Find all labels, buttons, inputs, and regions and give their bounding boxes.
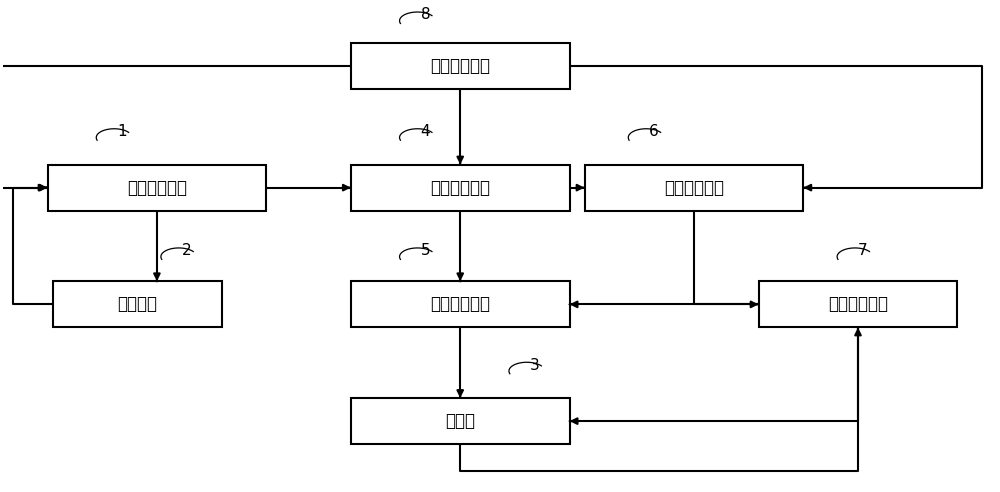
Bar <box>585 164 803 211</box>
Text: 角度计算模块: 角度计算模块 <box>430 57 490 75</box>
Bar <box>351 43 570 89</box>
Text: 路径规划模块: 路径规划模块 <box>828 295 888 313</box>
Text: 5: 5 <box>421 244 430 258</box>
Text: 定时模块: 定时模块 <box>117 295 157 313</box>
Text: 3: 3 <box>530 358 540 372</box>
Text: 趋势预测模块: 趋势预测模块 <box>664 179 724 197</box>
Text: 8: 8 <box>421 7 430 23</box>
Bar <box>53 281 222 328</box>
Text: 7: 7 <box>858 244 868 258</box>
Text: 6: 6 <box>649 124 659 139</box>
Bar <box>351 398 570 444</box>
Text: 4: 4 <box>421 124 430 139</box>
Text: 机器人: 机器人 <box>445 412 475 430</box>
Bar <box>351 164 570 211</box>
Text: 距离计算模块: 距离计算模块 <box>430 295 490 313</box>
Bar <box>351 281 570 328</box>
Text: 图像分析模块: 图像分析模块 <box>430 179 490 197</box>
Text: 图像采集模块: 图像采集模块 <box>127 179 187 197</box>
Text: 2: 2 <box>182 244 192 258</box>
Bar <box>759 281 957 328</box>
Text: 1: 1 <box>117 124 127 139</box>
Bar <box>48 164 266 211</box>
